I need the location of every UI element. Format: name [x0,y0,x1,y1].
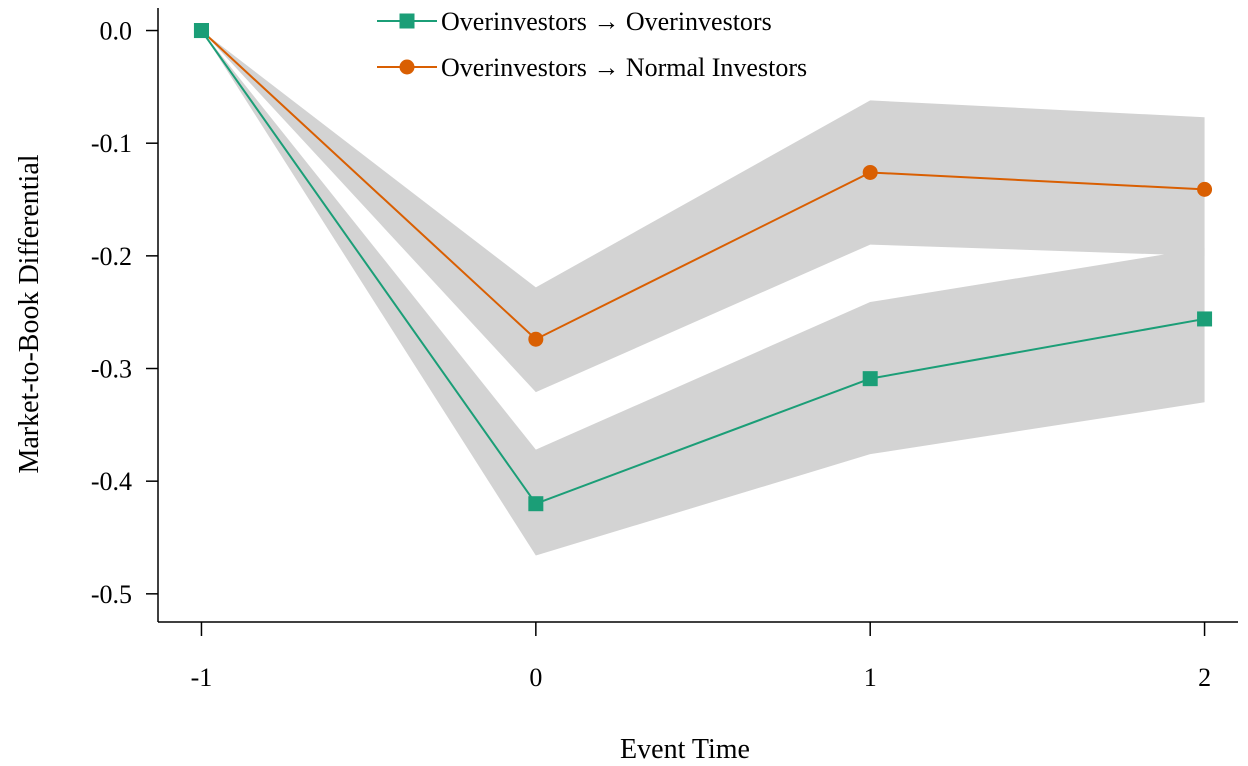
legend-label-0: Overinvestors → Overinvestors [441,7,772,36]
data-point-0-0-top [193,23,209,39]
data-point-1-2 [862,164,878,180]
legend-label-1: Overinvestors → Normal Investors [441,53,807,82]
y-tick-label: -0.2 [91,242,132,271]
x-tick-label: 2 [1198,663,1211,692]
x-ticks: -1 0 1 2 [191,622,1211,692]
y-axis-title: Market-to-Book Differential [14,154,45,473]
y-ticks: 0.0 -0.1 -0.2 -0.3 -0.4 -0.5 [91,17,158,609]
confidence-band-0 [201,30,1205,556]
confidence-bands [201,30,1205,556]
data-point-1-1 [528,331,544,347]
x-tick-label: -1 [191,663,213,692]
y-tick-label: -0.1 [91,129,132,158]
data-point-0-2 [862,371,878,387]
axes: 0.0 -0.1 -0.2 -0.3 -0.4 -0.5 -1 0 1 2 [91,8,1238,692]
x-tick-label: 1 [864,663,877,692]
series-lines [200,29,1205,505]
x-tick-label: 0 [529,663,542,692]
series-markers [193,23,1213,512]
y-tick-label: -0.5 [91,580,132,609]
series-line-1 [200,29,1205,341]
legend: Overinvestors → Overinvestors Overinvesto… [377,7,807,82]
legend-marker-0 [399,13,415,29]
confidence-band-1 [201,30,1205,393]
series-line-0 [200,29,1205,505]
data-point-1-3 [1197,181,1213,197]
y-tick-label: -0.4 [91,467,132,496]
data-point-0-3 [1197,311,1213,327]
data-point-0-1 [528,496,544,512]
legend-marker-1 [399,59,415,75]
y-tick-label: 0.0 [100,17,133,46]
x-axis-title: Event Time [620,734,750,765]
y-tick-label: -0.3 [91,355,132,384]
